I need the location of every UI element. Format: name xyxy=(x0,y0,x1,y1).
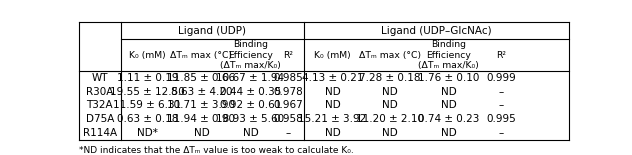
Text: 10.71 ± 3.90: 10.71 ± 3.90 xyxy=(167,100,236,110)
Text: ND: ND xyxy=(243,128,258,138)
Text: 1.76 ± 0.10: 1.76 ± 0.10 xyxy=(418,73,480,83)
Text: ND: ND xyxy=(325,87,341,97)
Text: Binding
Efficiency
(ΔTₘ max/K₀): Binding Efficiency (ΔTₘ max/K₀) xyxy=(220,40,281,70)
Text: ND*: ND* xyxy=(137,128,158,138)
Text: K₀ (mM): K₀ (mM) xyxy=(314,51,351,60)
Text: ΔTₘ max (°C): ΔTₘ max (°C) xyxy=(359,51,421,60)
Text: D75A: D75A xyxy=(85,114,114,124)
Text: Ligand (UDP–GlcNAc): Ligand (UDP–GlcNAc) xyxy=(381,26,492,35)
Text: –: – xyxy=(499,87,504,97)
Text: ND: ND xyxy=(325,100,341,110)
Text: –: – xyxy=(499,128,504,138)
Text: 0.74 ± 0.23: 0.74 ± 0.23 xyxy=(418,114,480,124)
Text: 19.55 ± 12.50: 19.55 ± 12.50 xyxy=(110,87,185,97)
Text: ND: ND xyxy=(441,100,457,110)
Text: 0.63 ± 0.18: 0.63 ± 0.18 xyxy=(117,114,178,124)
Text: WT: WT xyxy=(92,73,108,83)
Text: ND: ND xyxy=(441,128,457,138)
Text: 10.67 ± 1.94: 10.67 ± 1.94 xyxy=(216,73,284,83)
Text: 4.13 ± 0.21: 4.13 ± 0.21 xyxy=(301,73,363,83)
Text: 0.958: 0.958 xyxy=(274,114,303,124)
Text: –: – xyxy=(499,100,504,110)
Text: 1.11 ± 0.19: 1.11 ± 0.19 xyxy=(117,73,178,83)
Text: ND: ND xyxy=(382,128,398,138)
Text: Binding
Efficiency
(ΔTₘ max/K₀): Binding Efficiency (ΔTₘ max/K₀) xyxy=(418,40,479,70)
Text: 0.985: 0.985 xyxy=(274,73,303,83)
Text: 15.21 ± 3.92: 15.21 ± 3.92 xyxy=(298,114,367,124)
Text: K₀ (mM): K₀ (mM) xyxy=(130,51,166,60)
Text: *ND indicates that the ΔTₘ value is too weak to calculate K₀.: *ND indicates that the ΔTₘ value is too … xyxy=(79,146,354,155)
Text: 0.999: 0.999 xyxy=(487,73,516,83)
Text: R²: R² xyxy=(283,51,293,60)
Text: 0.995: 0.995 xyxy=(487,114,516,124)
Text: ND: ND xyxy=(193,128,209,138)
Text: R114A: R114A xyxy=(83,128,117,138)
Text: 11.20 ± 2.10: 11.20 ± 2.10 xyxy=(356,114,424,124)
Text: ΔTₘ max (°C): ΔTₘ max (°C) xyxy=(171,51,233,60)
Text: 7.28 ± 0.18: 7.28 ± 0.18 xyxy=(359,73,421,83)
Text: 11.85 ± 0.66: 11.85 ± 0.66 xyxy=(167,73,236,83)
Text: ND: ND xyxy=(382,100,398,110)
Text: R²: R² xyxy=(497,51,506,60)
Text: 0.978: 0.978 xyxy=(274,87,303,97)
Text: T32A: T32A xyxy=(87,100,113,110)
Text: R30A: R30A xyxy=(86,87,114,97)
Text: 11.59 ± 6.31: 11.59 ± 6.31 xyxy=(114,100,181,110)
Text: 0.92 ± 0.61: 0.92 ± 0.61 xyxy=(220,100,281,110)
Text: 0.967: 0.967 xyxy=(274,100,303,110)
Text: 8.63 ± 4.20: 8.63 ± 4.20 xyxy=(171,87,232,97)
Text: Ligand (UDP): Ligand (UDP) xyxy=(178,26,246,35)
Text: 0.44 ± 0.35: 0.44 ± 0.35 xyxy=(220,87,281,97)
Text: ND: ND xyxy=(382,87,398,97)
Text: 18.93 ± 5.60: 18.93 ± 5.60 xyxy=(216,114,284,124)
Text: ND: ND xyxy=(325,128,341,138)
Text: –: – xyxy=(286,128,291,138)
Text: ND: ND xyxy=(441,87,457,97)
Text: 11.94 ± 0.90: 11.94 ± 0.90 xyxy=(167,114,236,124)
